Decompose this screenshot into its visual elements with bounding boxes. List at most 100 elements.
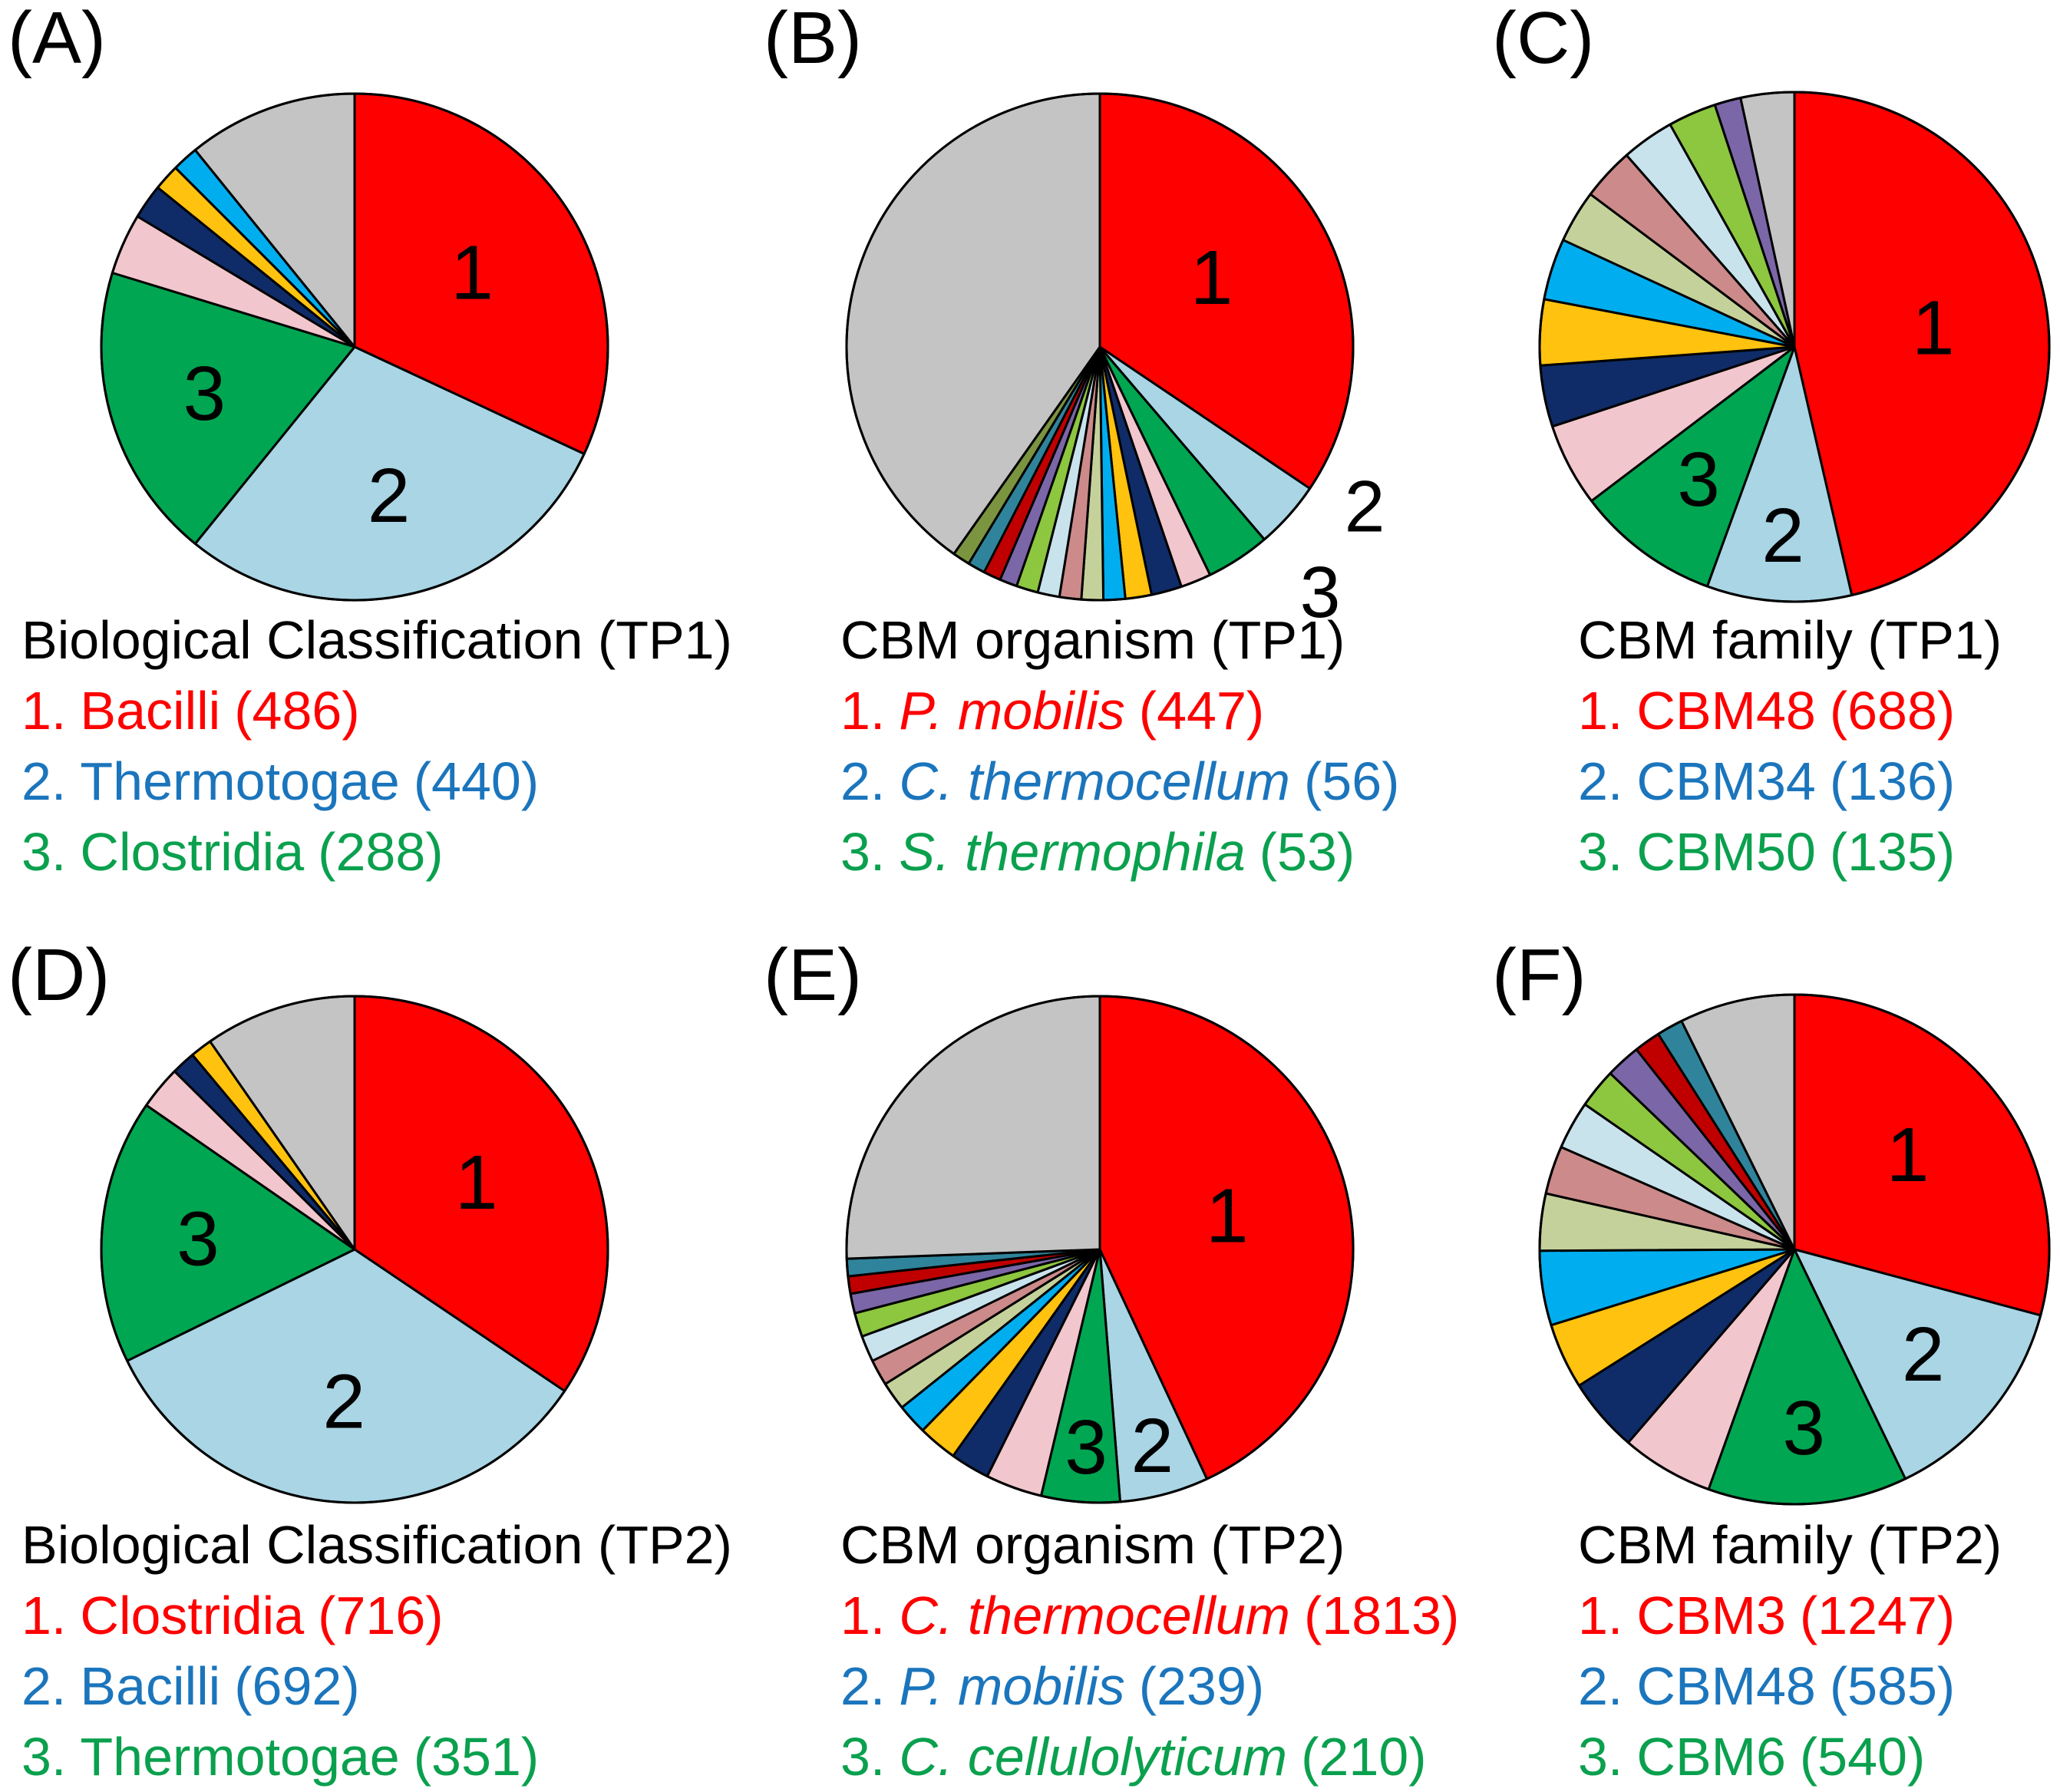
legend-rank: 3. bbox=[1578, 822, 1623, 882]
pie-B-rank-label: 1 bbox=[1190, 235, 1233, 321]
legend-count: (239) bbox=[1138, 1656, 1265, 1716]
pie-F-rank-label: 2 bbox=[1902, 1312, 1945, 1398]
pie-B-outline bbox=[845, 92, 1355, 602]
pie-E-outline bbox=[845, 995, 1355, 1504]
legend-count: (688) bbox=[1829, 681, 1956, 741]
chart-title-F: CBM family (TP2) bbox=[1578, 1515, 2002, 1575]
panel-F: (F) 1 2 3 CBM family (TP2) 1. CBM3 (1247) 2. CBM4… bbox=[1481, 893, 2060, 1787]
legend-label: C. thermocellum bbox=[899, 1586, 1290, 1645]
legend-label: CBM50 bbox=[1636, 822, 1816, 882]
legend-label: Thermotogae bbox=[80, 751, 400, 811]
legend-block-E: CBM organism (TP2) 1. C. thermocellum (1813… bbox=[840, 1510, 1459, 1792]
legend-label: CBM3 bbox=[1636, 1586, 1786, 1645]
legend-item-A-2: 2. Thermotogae (440) bbox=[21, 746, 732, 817]
legend-item-B-2: 2. C. thermocellum (56) bbox=[840, 746, 1399, 817]
pie-B-rank-label: 3 bbox=[1300, 552, 1341, 633]
pie-B-rank-label: 2 bbox=[1345, 467, 1385, 548]
pie-D-outline bbox=[100, 995, 609, 1504]
legend-count: (486) bbox=[234, 681, 360, 741]
legend-item-A-3: 3. Clostridia (288) bbox=[21, 817, 732, 887]
legend-block-F: CBM family (TP2) 1. CBM3 (1247) 2. CBM48 (585)… bbox=[1578, 1510, 2002, 1792]
pie-E-slice-gray bbox=[845, 995, 1101, 1260]
chart-title-D: Biological Classification (TP2) bbox=[21, 1515, 732, 1575]
legend-label: Bacilli bbox=[80, 681, 221, 741]
legend-label: CBM48 bbox=[1636, 1656, 1816, 1716]
legend-item-D-3: 3. Thermotogae (351) bbox=[21, 1721, 732, 1792]
panel-E: (E) 1 2 3 CBM organism (TP2) 1. C. thermocellu… bbox=[741, 893, 1481, 1787]
chart-title-E: CBM organism (TP2) bbox=[840, 1515, 1345, 1575]
pie-chart-D: 1 2 3 bbox=[100, 995, 609, 1504]
panel-letter-F: (F) bbox=[1492, 934, 1586, 1016]
legend-block-D: Biological Classification (TP2) 1. Clostri… bbox=[21, 1510, 732, 1792]
panel-letter-E: (E) bbox=[764, 934, 862, 1016]
legend-rank: 2. bbox=[840, 1656, 886, 1716]
legend-block-B: CBM organism (TP1) 1. P. mobilis (447) 2. C. … bbox=[840, 605, 1399, 887]
legend-count: (351) bbox=[413, 1727, 540, 1787]
legend-label: P. mobilis bbox=[899, 1656, 1125, 1716]
legend-item-C-2: 2. CBM34 (136) bbox=[1578, 746, 2002, 817]
legend-label: Bacilli bbox=[80, 1656, 221, 1716]
pie-A-rank-label: 3 bbox=[183, 351, 226, 437]
legend-block-A: Biological Classification (TP1) 1. Bacilli… bbox=[21, 605, 732, 887]
legend-rank: 2. bbox=[21, 751, 67, 811]
pie-D-rank-label: 3 bbox=[177, 1196, 220, 1282]
legend-label: CBM34 bbox=[1636, 751, 1816, 811]
legend-count: (540) bbox=[1799, 1727, 1926, 1787]
legend-label: C. cellulolyticum bbox=[899, 1727, 1288, 1787]
legend-count: (447) bbox=[1138, 681, 1265, 741]
panel-B: (B) 1 2 3 CBM organism (TP1) 1. P. mobilis (447… bbox=[741, 0, 1481, 893]
pie-A-outline bbox=[100, 92, 609, 602]
legend-item-E-2: 2. P. mobilis (239) bbox=[840, 1651, 1459, 1721]
legend-label: CBM48 bbox=[1636, 681, 1816, 741]
pie-E-rank-label: 1 bbox=[1206, 1173, 1249, 1259]
legend-rank: 2. bbox=[840, 751, 886, 811]
legend-count: (1247) bbox=[1799, 1586, 1956, 1645]
pie-D-rank-label: 2 bbox=[322, 1359, 365, 1445]
legend-rank: 1. bbox=[1578, 681, 1623, 741]
legend-label: Thermotogae bbox=[80, 1727, 400, 1787]
legend-label: S. thermophila bbox=[899, 822, 1246, 882]
legend-count: (135) bbox=[1829, 822, 1956, 882]
panel-letter-A: (A) bbox=[8, 0, 106, 79]
pie-C-rank-label: 2 bbox=[1761, 493, 1804, 579]
legend-rank: 3. bbox=[1578, 1727, 1623, 1787]
pie-A-rank-label: 2 bbox=[368, 453, 411, 539]
legend-item-C-3: 3. CBM50 (135) bbox=[1578, 817, 2002, 887]
chart-title-C: CBM family (TP1) bbox=[1578, 610, 2002, 670]
pie-chart-E: 1 23 bbox=[845, 995, 1355, 1504]
legend-count: (692) bbox=[234, 1656, 360, 1716]
pie-F-rank-label: 3 bbox=[1782, 1385, 1825, 1471]
legend-item-E-3: 3. C. cellulolyticum (210) bbox=[840, 1721, 1459, 1792]
legend-label: Clostridia bbox=[80, 1586, 305, 1645]
legend-item-E-1: 1. C. thermocellum (1813) bbox=[840, 1580, 1459, 1651]
legend-item-A-1: 1. Bacilli (486) bbox=[21, 675, 732, 746]
panel-letter-C: (C) bbox=[1492, 0, 1595, 79]
panel-letter-D: (D) bbox=[8, 934, 111, 1016]
panel-D: (D) 1 2 3 Biological Classification (TP2) 1. C… bbox=[0, 893, 741, 1787]
pie-D-rank-label: 1 bbox=[455, 1140, 498, 1226]
pie-A-rank-label: 1 bbox=[451, 230, 494, 316]
pie-chart-A: 1 2 3 bbox=[100, 92, 609, 602]
legend-count: (56) bbox=[1303, 751, 1400, 811]
legend-rank: 2. bbox=[1578, 1656, 1623, 1716]
legend-rank: 1. bbox=[840, 681, 886, 741]
legend-item-F-2: 2. CBM48 (585) bbox=[1578, 1651, 2002, 1721]
legend-rank: 3. bbox=[840, 822, 886, 882]
legend-count: (210) bbox=[1301, 1727, 1427, 1787]
legend-label: CBM6 bbox=[1636, 1727, 1786, 1787]
pie-C-outline bbox=[1538, 91, 2051, 603]
panel-A: (A) 1 2 3 Biological Classification (TP1) 1. B… bbox=[0, 0, 741, 893]
pie-E-rank-label: 2 bbox=[1131, 1403, 1174, 1489]
pie-C-rank-label: 3 bbox=[1677, 437, 1720, 523]
chart-title-A: Biological Classification (TP1) bbox=[21, 610, 732, 670]
legend-count: (440) bbox=[413, 751, 540, 811]
legend-item-D-2: 2. Bacilli (692) bbox=[21, 1651, 732, 1721]
legend-label: P. mobilis bbox=[899, 681, 1125, 741]
legend-label: C. thermocellum bbox=[899, 751, 1290, 811]
panel-C: (C) 1 2 3 CBM family (TP1) 1. CBM48 (688) 2. CBM3… bbox=[1481, 0, 2060, 893]
legend-rank: 1. bbox=[840, 1586, 886, 1645]
panel-letter-B: (B) bbox=[764, 0, 862, 79]
legend-count: (585) bbox=[1829, 1656, 1956, 1716]
legend-rank: 2. bbox=[21, 1656, 67, 1716]
